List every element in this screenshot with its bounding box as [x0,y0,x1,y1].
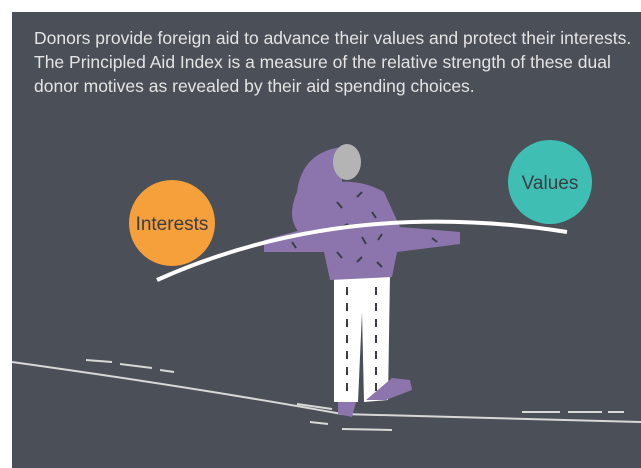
dashes [85,359,624,431]
leg-stripes [346,287,377,397]
illustration-panel: Interests Values Donors provide foreign … [12,12,641,468]
sweater-pattern [291,191,438,268]
foot [338,402,356,417]
legs [334,274,390,402]
interests-ball [129,180,215,266]
head [333,144,361,180]
intro-text: Donors provide foreign aid to advance th… [34,28,632,96]
interests-label: Interests [136,214,209,235]
torso [264,181,460,280]
balance-pole [156,219,568,282]
values-label: Values [522,173,579,194]
foot [366,378,412,400]
values-ball [508,140,592,224]
rope [12,361,641,423]
illustration: Interests Values [12,140,641,431]
